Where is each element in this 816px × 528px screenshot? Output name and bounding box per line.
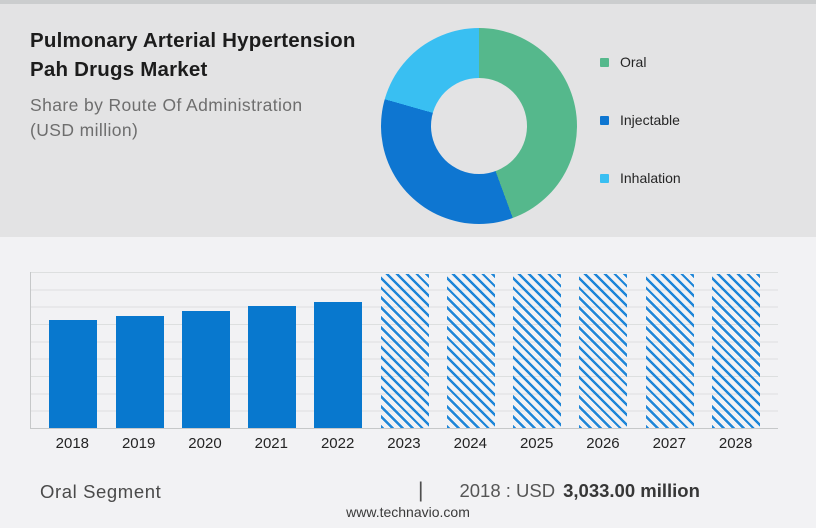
legend-label: Oral (620, 54, 647, 70)
x-label-2018: 2018 (55, 435, 90, 452)
value-amount: 3,033.00 million (563, 480, 700, 501)
value-separator: | (418, 479, 424, 502)
legend-item-injectable: Injectable (600, 112, 681, 128)
legend: Oral Injectable Inhalation (600, 54, 681, 186)
page-title: Pulmonary Arterial Hypertension Pah Drug… (30, 26, 380, 84)
bar-2023 (380, 273, 429, 428)
x-label-2027: 2027 (652, 435, 686, 452)
bar-2018 (49, 320, 98, 428)
donut-chart (381, 28, 577, 224)
x-label-2019: 2019 (121, 435, 156, 452)
page-title-line2: Pah Drugs Market (30, 58, 208, 81)
x-label-2020: 2020 (188, 435, 222, 452)
page-subtitle-line1: Share by Route Of Administration (30, 95, 303, 115)
page-subtitle: Share by Route Of Administration (USD mi… (30, 93, 380, 143)
legend-item-inhalation: Inhalation (600, 170, 681, 186)
bar-2024 (446, 273, 495, 428)
x-label-2026: 2026 (586, 435, 620, 452)
bar-chart-panel: 2018 2019 2020 2021 2022 2023 2024 2025 2026 2027… (0, 237, 816, 528)
bar-2021 (248, 306, 296, 428)
value-line: | 2018 : USD 3,033.00 million (418, 479, 700, 503)
bar-2026 (579, 273, 628, 428)
bar-2022 (314, 301, 363, 428)
title-block: Pulmonary Arterial Hypertension Pah Drug… (30, 26, 380, 143)
bar-2028 (711, 273, 760, 428)
bar-2025 (513, 273, 561, 428)
bars-container (31, 272, 778, 428)
segment-label: Oral Segment (40, 481, 162, 502)
x-label-2028: 2028 (718, 435, 753, 452)
legend-marker-icon (600, 115, 609, 125)
donut-hole (431, 78, 527, 174)
legend-label: Injectable (620, 112, 680, 128)
x-axis-labels: 2018 2019 2020 2021 2022 2023 2024 2025 2026 2027… (30, 435, 778, 452)
legend-marker-icon (600, 57, 609, 67)
value-prefix: 2018 : USD (459, 480, 556, 501)
x-label-2021: 2021 (254, 435, 288, 452)
x-label-2024: 2024 (453, 435, 487, 452)
bar-chart: 2018 2019 2020 2021 2022 2023 2024 2025 2026 2027… (30, 272, 778, 452)
page-subtitle-line2: (USD million) (30, 120, 139, 140)
summary-panel: Pulmonary Arterial Hypertension Pah Drug… (0, 4, 816, 237)
x-label-2025: 2025 (519, 435, 554, 452)
legend-item-oral: Oral (600, 54, 681, 70)
bar-2027 (645, 273, 694, 428)
bar-2019 (115, 315, 164, 428)
plot-area (30, 272, 778, 429)
legend-label: Inhalation (620, 170, 681, 186)
top-accent-strip (0, 0, 816, 4)
x-label-2023: 2023 (387, 435, 421, 452)
legend-marker-icon (600, 173, 609, 183)
website-link: www.technavio.com (346, 504, 470, 520)
bar-2020 (181, 311, 230, 428)
page-title-line1: Pulmonary Arterial Hypertension (30, 29, 356, 52)
x-label-2022: 2022 (320, 435, 355, 452)
